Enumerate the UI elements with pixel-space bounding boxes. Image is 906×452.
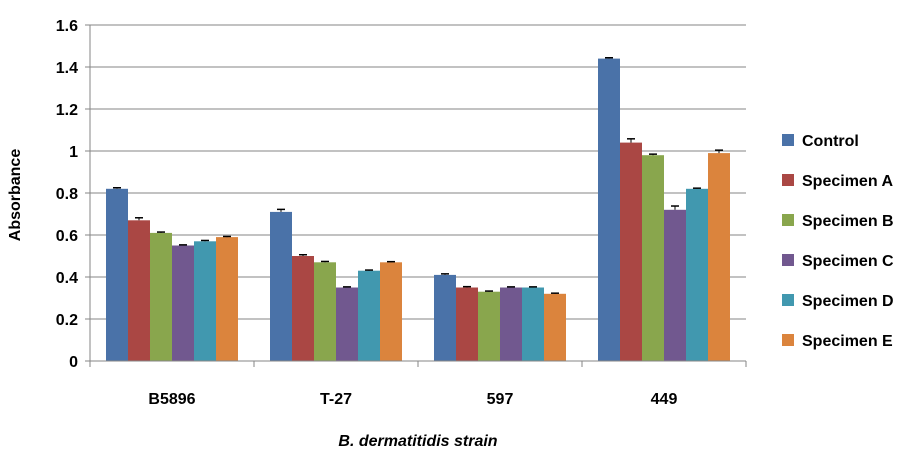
x-tick-label: T-27 bbox=[320, 391, 352, 408]
y-tick-label: 1.6 bbox=[56, 18, 78, 35]
y-tick-label: 1.2 bbox=[56, 102, 78, 119]
legend-label: Specimen B bbox=[802, 213, 894, 230]
bar bbox=[314, 262, 336, 361]
bars bbox=[106, 57, 730, 361]
legend-swatch bbox=[782, 334, 794, 346]
legend-swatch bbox=[782, 294, 794, 306]
bar bbox=[380, 262, 402, 361]
bar bbox=[434, 274, 456, 361]
y-tick-label: 0.6 bbox=[56, 228, 78, 245]
bar bbox=[598, 58, 620, 361]
x-tick-label: B5896 bbox=[148, 391, 195, 408]
bar bbox=[544, 293, 566, 361]
bar bbox=[216, 237, 238, 361]
bar bbox=[150, 232, 172, 361]
x-tick-label: 597 bbox=[487, 391, 514, 408]
bar bbox=[664, 209, 686, 361]
legend-swatch bbox=[782, 214, 794, 226]
bar bbox=[194, 241, 216, 361]
bar bbox=[642, 155, 664, 361]
legend: Control Specimen A Specimen B Specimen C Spe… bbox=[782, 133, 894, 350]
legend-label: Control bbox=[802, 133, 859, 150]
bar bbox=[500, 287, 522, 361]
bar bbox=[478, 291, 500, 361]
y-tick-label: 1.4 bbox=[56, 60, 78, 77]
x-tick-label: 449 bbox=[651, 391, 678, 408]
bar bbox=[128, 220, 150, 361]
y-tick-label: 1 bbox=[69, 144, 78, 161]
bar bbox=[172, 245, 194, 361]
legend-swatch bbox=[782, 174, 794, 186]
bar bbox=[292, 256, 314, 361]
legend-label: Specimen D bbox=[802, 293, 894, 310]
y-tick-label: 0 bbox=[69, 354, 78, 371]
bar bbox=[620, 142, 642, 361]
bar bbox=[708, 153, 730, 361]
x-axis-title: B. dermatitidis strain bbox=[338, 433, 497, 450]
legend-swatch bbox=[782, 134, 794, 146]
legend-swatch bbox=[782, 254, 794, 266]
y-axis-title: Absorbance bbox=[7, 149, 24, 242]
bar bbox=[686, 188, 708, 361]
bar bbox=[106, 188, 128, 361]
bar bbox=[270, 211, 292, 361]
bar bbox=[522, 287, 544, 361]
legend-label: Specimen A bbox=[802, 173, 893, 190]
legend-label: Specimen C bbox=[802, 253, 894, 270]
bar bbox=[456, 287, 478, 361]
y-tick-label: 0.2 bbox=[56, 312, 78, 329]
legend-label: Specimen E bbox=[802, 333, 893, 350]
bar bbox=[336, 287, 358, 361]
axes: 0 0.2 0.4 0.6 0.8 1 1.2 1.4 1.6 B5896 T-27 597 449 bbox=[56, 18, 747, 408]
y-tick-label: 0.4 bbox=[56, 270, 78, 287]
y-tick-label: 0.8 bbox=[56, 186, 78, 203]
bar bbox=[358, 270, 380, 361]
